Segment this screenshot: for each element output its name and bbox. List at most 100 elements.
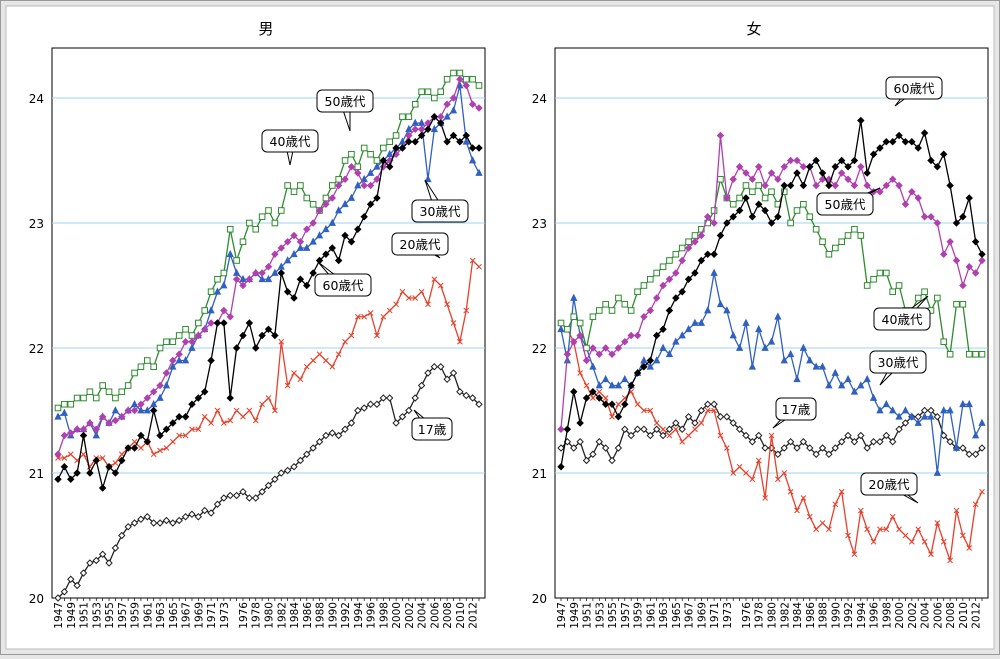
data-point <box>181 338 190 346</box>
data-point <box>214 407 221 414</box>
data-point <box>303 194 311 202</box>
data-point <box>627 331 635 340</box>
data-point <box>608 381 616 389</box>
data-point <box>882 181 891 190</box>
data-point <box>971 450 980 458</box>
data-point <box>232 491 241 500</box>
y-tick-label: 20 <box>532 592 547 606</box>
data-point <box>379 156 388 165</box>
data-point <box>80 394 87 402</box>
data-point <box>596 388 603 395</box>
data-point <box>877 526 883 533</box>
data-point <box>309 444 317 452</box>
data-point <box>245 319 254 327</box>
data-point <box>774 450 782 458</box>
data-point <box>468 100 477 108</box>
data-point <box>933 219 942 227</box>
data-point <box>411 118 419 126</box>
data-point <box>176 432 183 439</box>
data-point <box>220 494 228 502</box>
data-point <box>678 256 686 265</box>
data-point <box>557 319 565 327</box>
data-point <box>889 288 896 296</box>
data-point <box>723 219 731 227</box>
y-tick-label: 21 <box>29 467 44 481</box>
data-point <box>895 425 903 433</box>
data-point <box>633 331 642 340</box>
data-point <box>589 362 597 370</box>
data-point <box>602 300 609 308</box>
data-point <box>201 388 209 396</box>
data-point <box>303 225 311 233</box>
data-point <box>322 431 330 440</box>
data-point <box>697 406 706 415</box>
data-point <box>246 407 253 414</box>
data-point <box>704 400 712 408</box>
data-point <box>54 450 62 458</box>
data-point <box>188 343 196 351</box>
data-point <box>181 413 190 421</box>
data-point <box>634 401 641 408</box>
data-point <box>226 491 234 500</box>
data-point <box>220 269 228 277</box>
data-point <box>965 194 973 202</box>
data-point <box>755 431 763 440</box>
data-point <box>601 344 610 352</box>
callout-label: 20歳代 <box>400 237 441 252</box>
callout-label: 17歳 <box>782 402 811 417</box>
data-point <box>348 150 355 158</box>
x-tick-label: 2008 <box>945 602 957 629</box>
data-point <box>838 488 845 495</box>
data-point <box>915 526 922 533</box>
series-20歳代 <box>558 320 985 564</box>
data-point <box>953 300 960 308</box>
data-point <box>475 168 483 176</box>
x-tick-label: 1996 <box>366 602 378 629</box>
data-point <box>901 419 910 427</box>
data-point <box>812 181 820 190</box>
data-point <box>252 417 259 424</box>
data-point <box>411 125 419 133</box>
data-point <box>698 420 705 426</box>
data-point <box>621 338 629 346</box>
female-x-ticks: 1947 1949 1951 1953 1955 1957 1959 1961 1963 1965… <box>556 598 983 629</box>
data-point <box>437 282 444 289</box>
data-point <box>385 394 394 402</box>
data-point <box>220 319 228 327</box>
x-tick-label: 1969 <box>193 602 205 629</box>
data-point <box>437 119 445 127</box>
x-tick-label: 1973 <box>722 602 734 629</box>
y-tick-label: 24 <box>532 92 547 106</box>
data-point <box>691 232 699 239</box>
data-point <box>710 250 718 258</box>
x-tick-label: 1951 <box>582 602 594 629</box>
data-point <box>99 382 106 389</box>
data-point <box>590 395 596 401</box>
female-y-ticks: 20 21 22 23 24 <box>532 92 547 606</box>
data-point <box>399 288 406 295</box>
data-point <box>710 400 718 408</box>
data-point <box>717 175 724 183</box>
data-point <box>245 494 254 502</box>
data-point <box>131 369 138 377</box>
x-tick-label: 1947 <box>556 602 568 629</box>
data-point <box>589 313 597 321</box>
data-point <box>857 431 865 440</box>
x-tick-label: 1992 <box>843 602 855 629</box>
data-point <box>800 495 807 501</box>
x-tick-label: 2002 <box>907 602 919 629</box>
data-point <box>691 419 699 427</box>
data-point <box>761 206 769 215</box>
data-point <box>328 429 336 437</box>
callout-label: 30歳代 <box>878 355 919 370</box>
data-point <box>825 450 833 458</box>
data-point <box>901 406 910 414</box>
y-tick-label: 23 <box>532 217 547 231</box>
data-point <box>940 406 948 414</box>
data-point <box>570 338 578 346</box>
data-point <box>86 559 94 567</box>
data-point <box>374 332 380 339</box>
data-point <box>952 443 961 451</box>
data-point <box>449 106 458 114</box>
data-point <box>844 374 852 383</box>
